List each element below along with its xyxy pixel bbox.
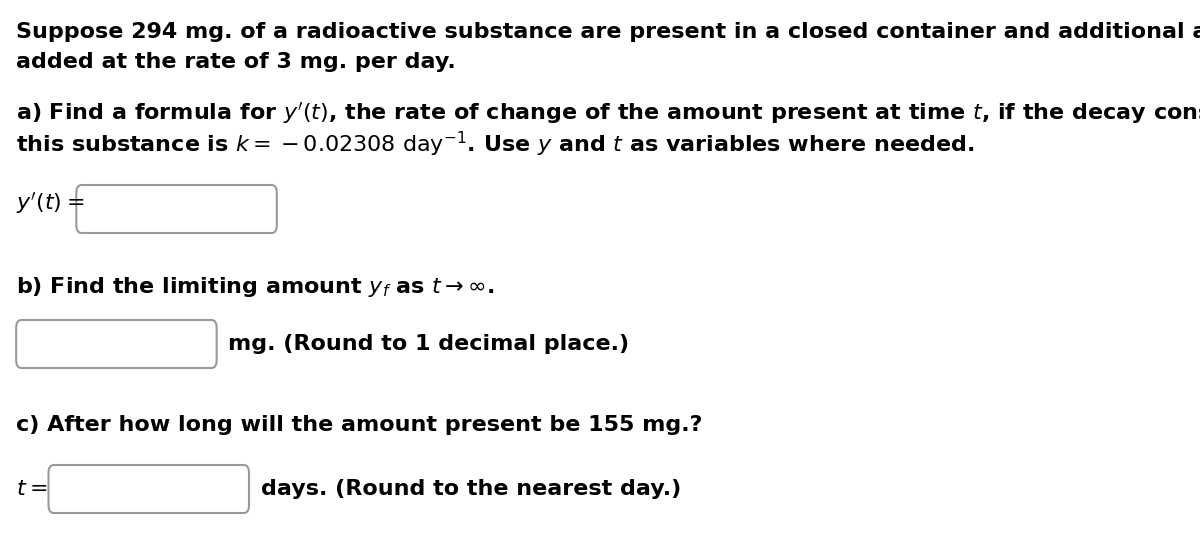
Text: Suppose 294 mg. of a radioactive substance are present in a closed container and: Suppose 294 mg. of a radioactive substan… (16, 22, 1200, 42)
FancyBboxPatch shape (48, 465, 250, 513)
Text: $t =$: $t =$ (16, 479, 48, 499)
Text: a) Find a formula for $y'(t)$, the rate of change of the amount present at time : a) Find a formula for $y'(t)$, the rate … (16, 100, 1200, 125)
Text: mg. (Round to 1 decimal place.): mg. (Round to 1 decimal place.) (228, 334, 630, 354)
Text: c) After how long will the amount present be 155 mg.?: c) After how long will the amount presen… (16, 415, 703, 435)
FancyBboxPatch shape (77, 185, 277, 233)
Text: this substance is $k = -0.02308\ \mathrm{day}^{-1}$. Use $y$ and $t$ as variable: this substance is $k = -0.02308\ \mathrm… (16, 130, 974, 159)
Text: b) Find the limiting amount $y_f$ as $t \to \infty$.: b) Find the limiting amount $y_f$ as $t … (16, 275, 494, 299)
Text: days. (Round to the nearest day.): days. (Round to the nearest day.) (260, 479, 680, 499)
FancyBboxPatch shape (16, 320, 217, 368)
Text: $y'(t) =$: $y'(t) =$ (16, 190, 84, 216)
Text: added at the rate of 3 mg. per day.: added at the rate of 3 mg. per day. (16, 52, 456, 72)
